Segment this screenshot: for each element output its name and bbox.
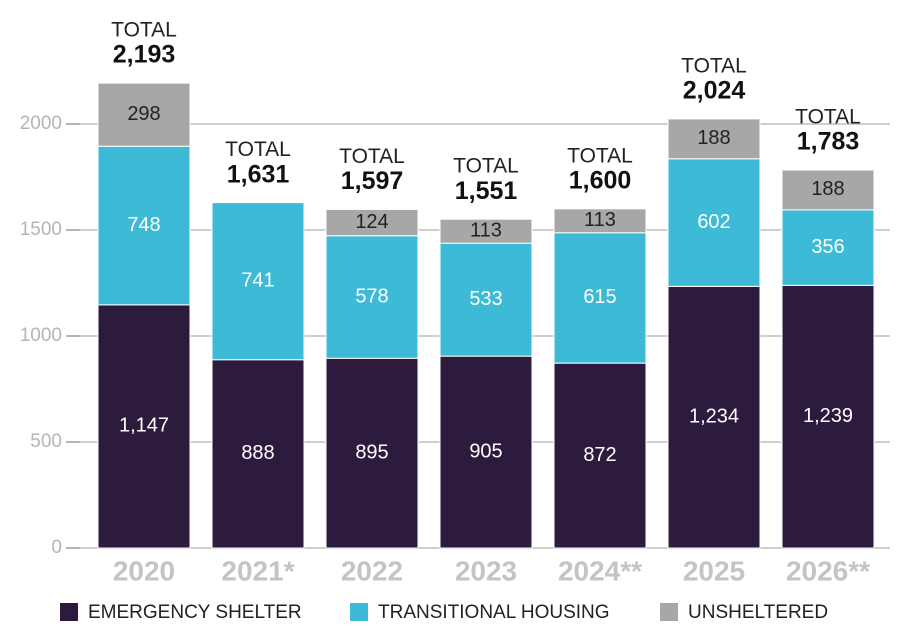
- bar-segment: [325, 208, 419, 237]
- y-tick-label: 1000: [20, 325, 62, 346]
- bar-segment: [439, 218, 533, 244]
- data-label: 533: [469, 288, 502, 310]
- legend-swatch: [60, 603, 78, 621]
- bar-segment: [553, 232, 647, 364]
- total-value: 1,551: [455, 177, 518, 205]
- data-label: 602: [697, 211, 730, 233]
- bar-segment: [325, 357, 419, 549]
- data-label: 113: [584, 209, 616, 231]
- data-label: 1,234: [689, 405, 739, 427]
- bar-segment: [211, 359, 305, 549]
- total-value: 1,600: [569, 166, 632, 194]
- total-value: 2,024: [683, 77, 746, 105]
- x-tick-label: 2023: [455, 555, 517, 586]
- bar-segment: [781, 209, 875, 286]
- bar-segment: [439, 242, 533, 357]
- total-caption: TOTAL: [339, 145, 405, 168]
- data-label: 748: [127, 214, 160, 236]
- x-tick-label: 2022: [341, 555, 403, 586]
- total-caption: TOTAL: [567, 144, 633, 167]
- x-tick-label: 2020: [113, 555, 175, 586]
- data-label: 905: [469, 440, 502, 462]
- total-value: 1,631: [227, 160, 290, 188]
- y-tick-label: 0: [51, 537, 62, 558]
- total-caption: TOTAL: [225, 138, 291, 161]
- total-caption: TOTAL: [111, 19, 177, 42]
- bar-segment: [667, 158, 761, 287]
- data-label: 298: [127, 103, 160, 125]
- total-caption: TOTAL: [681, 54, 747, 77]
- legend-swatch: [350, 603, 368, 621]
- data-label: 1,239: [803, 405, 853, 427]
- data-label: 1,147: [119, 415, 169, 437]
- legend-swatch: [660, 603, 678, 621]
- data-label: 124: [355, 211, 388, 233]
- total-value: 2,193: [113, 41, 176, 69]
- data-label: 113: [470, 219, 502, 241]
- bar-segment: [667, 285, 761, 549]
- data-label: 615: [583, 286, 616, 308]
- data-label: 888: [241, 442, 274, 464]
- x-tick-label: 2024**: [558, 555, 642, 586]
- data-label: 895: [355, 441, 388, 463]
- total-value: 1,597: [341, 167, 404, 195]
- x-tick-label: 2026**: [786, 555, 870, 586]
- y-tick-label: 1500: [20, 219, 62, 240]
- bar-segment: [553, 208, 647, 234]
- y-tick-label: 2000: [20, 113, 62, 134]
- bar-segment: [667, 118, 761, 160]
- bar-segment: [781, 169, 875, 211]
- bar-segment: [325, 235, 419, 359]
- bar-segment: [97, 145, 191, 306]
- bar-segment: [781, 284, 875, 549]
- y-tick-label: 500: [30, 431, 62, 452]
- data-label: 872: [583, 444, 616, 466]
- data-label: 188: [811, 178, 844, 200]
- data-label: 741: [241, 269, 274, 291]
- bar-segment: [97, 82, 191, 147]
- data-label: 356: [811, 236, 844, 258]
- x-tick-label: 2025: [683, 555, 745, 586]
- data-label: 578: [355, 285, 388, 307]
- total-caption: TOTAL: [795, 106, 861, 129]
- legend-label: EMERGENCY SHELTER: [88, 602, 302, 623]
- legend-label: TRANSITIONAL HOUSING: [378, 602, 610, 623]
- data-label: 188: [697, 127, 730, 149]
- legend-label: UNSHELTERED: [688, 602, 828, 623]
- bar-segment: [439, 355, 533, 549]
- x-tick-label: 2021*: [221, 555, 294, 586]
- total-caption: TOTAL: [453, 155, 519, 178]
- bar-segment: [211, 202, 305, 361]
- total-value: 1,783: [797, 128, 860, 156]
